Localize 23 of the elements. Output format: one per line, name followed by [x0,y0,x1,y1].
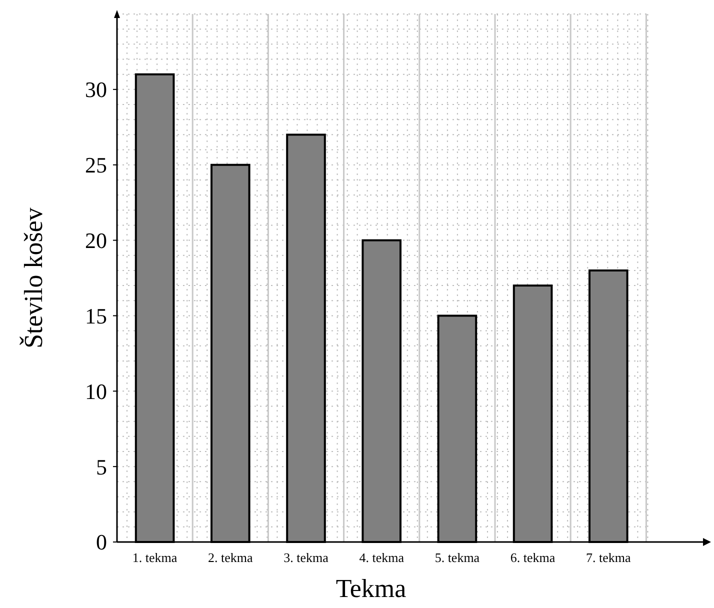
y-tick-label: 15 [85,303,107,328]
y-axis-title: Število košev [19,208,48,348]
x-tick-label: 5. tekma [434,550,480,565]
x-tick-label: 2. tekma [208,550,254,565]
x-tick-label: 7. tekma [586,550,632,565]
y-tick-label: 25 [85,152,107,178]
x-tick-label: 6. tekma [510,550,556,565]
bar [210,164,250,543]
bar [512,284,553,543]
x-tick-label: 3. tekma [284,550,329,565]
x-axis-title: Tekma [336,574,407,603]
y-tick-label: 5 [96,454,107,480]
y-tick-label: 30 [85,77,107,102]
bar [362,239,402,543]
x-tick-label: 4. tekma [359,550,404,565]
bar [588,269,628,543]
bar [134,73,175,543]
y-tick-label: 20 [85,228,107,253]
x-tick-label: 1. tekma [132,550,178,565]
y-tick-label: 0 [96,530,107,555]
y-tick-label: 10 [85,378,107,404]
bar [286,134,326,543]
bar [437,314,478,543]
